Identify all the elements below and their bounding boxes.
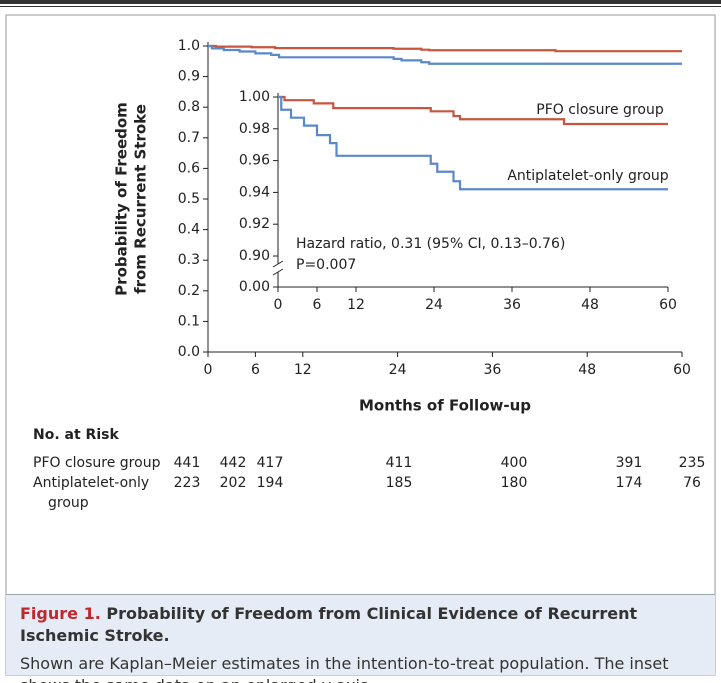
risk-title: No. at Risk [33,427,119,443]
x-tick-label: 12 [294,362,312,378]
x-tick-label: 48 [578,362,596,378]
series-label: PFO closure group [536,102,664,118]
top-rule [0,0,721,4]
y-tick-label: 0.7 [178,130,200,146]
risk-count: 417 [256,455,284,471]
caption-title: Probability of Freedom from Clinical Evi… [20,604,638,645]
risk-count: 442 [219,455,247,471]
risk-count: 180 [500,475,528,491]
y-tick-label: 0.3 [178,252,200,268]
x-tick-label: 60 [659,297,677,313]
x-tick-label: 48 [581,297,599,313]
x-tick-label: 6 [251,362,260,378]
risk-row-label: PFO closure group [33,455,161,471]
caption-text: Shown are Kaplan–Meier estimates in the … [20,654,669,683]
x-axis-label: Months of Follow-up [359,397,531,415]
series-label: Antiplatelet-only group [507,168,668,184]
survival-curve [278,95,668,126]
x-tick-label: 36 [503,297,521,313]
y-tick-label: 0.1 [178,313,200,329]
y-tick-label: 0.6 [178,160,200,176]
risk-count: 185 [385,475,413,491]
x-tick-label: 36 [483,362,501,378]
y-tick-label: 1.0 [178,38,200,54]
x-tick-label: 0 [274,297,283,313]
y-tick-label: 0.8 [178,99,200,115]
risk-count: 76 [683,475,701,491]
annotation: Hazard ratio, 0.31 (95% CI, 0.13–0.76) [296,236,565,252]
y-tick-label: 0.96 [239,153,270,169]
y-tick-label: 0.2 [178,283,200,299]
x-tick-label: 24 [389,362,407,378]
caption: Figure 1. Probability of Freedom from Cl… [6,594,715,683]
axis-break [272,268,284,276]
risk-count: 411 [385,455,413,471]
risk-count: 223 [173,475,201,491]
risk-row-label: Antiplatelet-only group [33,475,150,511]
risk-count: 235 [678,455,706,471]
y-tick-label: 1.00 [239,89,270,105]
y-tick-label: 0.4 [178,222,200,238]
caption-label: Figure 1. [20,604,101,623]
y-tick-label: 0.98 [239,121,270,137]
y-tick-label: 0.92 [239,216,270,232]
annotation: P=0.007 [296,257,356,273]
y-axis-label: Probability of Freedom [113,102,131,296]
y-tick-label: 0.94 [239,184,270,200]
x-tick-label: 24 [425,297,443,313]
risk-count: 174 [615,475,643,491]
x-tick-label: 60 [673,362,691,378]
x-tick-label: 6 [313,297,322,313]
survival-curve [208,44,682,65]
risk-count: 194 [256,475,284,491]
risk-count: 441 [173,455,201,471]
top-rule [0,6,721,7]
risk-count: 391 [615,455,643,471]
y-tick-label: 0.90 [239,248,270,264]
risk-count: 400 [500,455,528,471]
x-tick-label: 12 [347,297,365,313]
survival-curve [208,44,682,53]
y-axis-label: from Recurrent Stroke [132,104,150,294]
y-tick-label: 0.9 [178,69,200,85]
y-tick-label: 0.5 [178,191,200,207]
y-tick-label: 0.00 [239,279,270,295]
caption-heading: Figure 1. Probability of Freedom from Cl… [20,603,701,647]
risk-count: 202 [219,475,247,491]
survival-curve [278,95,668,191]
x-tick-label: 0 [204,362,213,378]
y-tick-label: 0.0 [178,344,200,360]
axis-break [272,260,284,268]
